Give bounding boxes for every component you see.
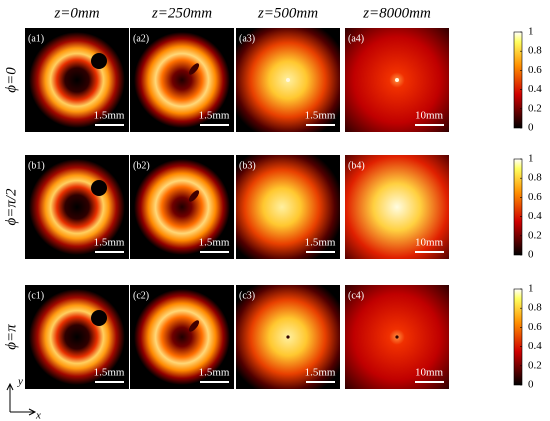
scale-label: 1.5mm [94,237,125,249]
scale-label: 1.5mm [305,367,336,379]
panel-label: (c1) [28,290,44,301]
panel-image [130,28,234,132]
spot [286,335,290,339]
scale-label: 1.5mm [199,237,230,249]
panel-label: (c3) [239,290,255,301]
spot [395,335,399,339]
panel-label: (b4) [348,160,365,171]
vortex [188,320,200,332]
panel-image [236,285,340,389]
scale-label: 1.5mm [305,110,336,122]
scale-label: 1.5mm [305,237,336,249]
panel: (c3) 1.5mm [236,285,340,389]
panel-label: (a4) [348,33,364,44]
panel-label: (b2) [133,160,150,171]
x-axis-label: x [35,410,41,421]
colorbar-tick-label: 0 [528,122,534,134]
panel-image [236,28,340,132]
colorbar [513,158,523,256]
panel: (a1) 1.5mm [25,28,129,132]
beam [345,155,449,259]
panel: (b3) 1.5mm [236,155,340,259]
scale-label: 10mm [415,237,444,249]
panel-image [236,155,340,259]
colorbar-tick-label: 0.4 [528,210,542,222]
column-header: z=8000mm [362,5,431,21]
colorbar-tick-label: 0.8 [528,45,542,57]
panel: (b2) 1.5mm [130,155,234,259]
panel: (b1) 1.5mm [25,155,129,259]
colorbar-tick-label: 0.4 [528,83,542,95]
axes-indicator [6,382,37,416]
vortex [91,53,107,69]
y-arrow [6,382,14,412]
panel-image [130,155,234,259]
vortex [188,63,200,75]
colorbar-tick-label: 0.4 [528,340,542,352]
spot [395,78,399,82]
scale-label: 1.5mm [94,367,125,379]
panel-label: (a1) [28,33,44,44]
scale-label: 10mm [415,110,444,122]
panel: (a2) 1.5mm [130,28,234,132]
vortex [91,180,107,196]
panel: (a3) 1.5mm [236,28,340,132]
colorbar-tick-label: 0.8 [528,172,542,184]
beam [236,155,340,259]
beam [134,32,230,128]
x-arrow [10,408,37,416]
colorbar-tick-label: 0 [528,249,534,261]
vortex [91,310,107,326]
colorbar-tick-label: 0.8 [528,302,542,314]
panel-label: (c2) [133,290,149,301]
column-header: z=500mm [257,5,318,21]
colorbar-tick-label: 0.6 [528,321,542,333]
scale-label: 1.5mm [199,367,230,379]
row-label: ϕ=0 [3,67,19,93]
panel: (c2) 1.5mm [130,285,234,389]
panel-image [345,285,449,389]
column-header: z=250mm [151,5,212,21]
row-label: ϕ=π/2 [3,188,19,226]
row-label: ϕ=π [3,324,19,350]
panel-label: (b1) [28,160,45,171]
scale-label: 1.5mm [199,110,230,122]
colorbar-tick-label: 0.6 [528,191,542,203]
colorbar-tick-label: 1 [528,26,534,38]
y-axis-label: y [17,376,23,388]
scale-label: 1.5mm [94,110,125,122]
colorbar-tick-label: 0.2 [528,359,542,371]
panel-image [130,285,234,389]
colorbar-tick-label: 0.2 [528,102,542,114]
column-header: z=0mm [53,5,99,21]
colorbar-tick-label: 0.6 [528,64,542,76]
scale-label: 10mm [415,367,444,379]
panel-label: (c4) [348,290,364,301]
panel-image [25,155,129,259]
beam [134,289,230,385]
panel: (c1) 1.5mm [25,285,129,389]
colorbar [513,31,523,129]
panel-label: (b3) [239,160,256,171]
beam [134,159,230,255]
colorbar-tick-label: 1 [528,153,534,165]
vortex [188,190,200,202]
spot [286,78,290,82]
panel-label: (a2) [133,33,149,44]
colorbar-tick-label: 0.2 [528,229,542,241]
panel-image [25,28,129,132]
panel: (c4) 10mm [345,285,449,389]
panel: (b4) 10mm [345,155,449,259]
panel-image [345,28,449,132]
panel-image [25,285,129,389]
panel: (a4) 10mm [345,28,449,132]
colorbar [513,288,523,386]
colorbar-tick-label: 1 [528,283,534,295]
colorbar-tick-label: 0 [528,379,534,391]
panel-image [345,155,449,259]
panel-label: (a3) [239,33,255,44]
